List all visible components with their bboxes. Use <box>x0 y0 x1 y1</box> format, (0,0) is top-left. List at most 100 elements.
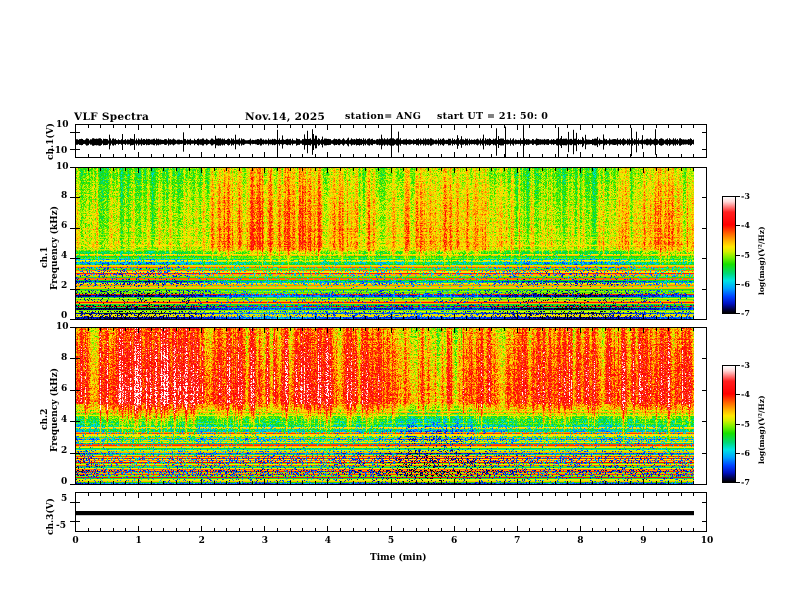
colorbar-tick-label: -7 <box>741 308 750 318</box>
axis-tick-mark <box>70 289 75 290</box>
axis-tick-mark <box>542 481 543 484</box>
axis-tick-mark <box>100 168 101 171</box>
axis-tick-mark <box>592 328 593 331</box>
colorbar-tick-mark <box>736 394 740 396</box>
axis-tick-mark <box>454 125 455 130</box>
axis-tick-mark <box>365 125 366 128</box>
axis-tick-mark <box>226 528 227 531</box>
axis-tick-mark <box>706 314 707 319</box>
axis-tick-mark <box>605 168 606 171</box>
axis-tick-mark <box>529 528 530 531</box>
axis-tick-mark <box>327 125 328 130</box>
axis-tick-mark <box>403 328 404 331</box>
axis-tick-mark <box>239 328 240 331</box>
axis-tick-mark <box>214 168 215 171</box>
axis-tick-mark <box>353 481 354 484</box>
axis-tick-mark <box>340 481 341 484</box>
axis-tick-mark <box>491 316 492 319</box>
axis-tick-mark <box>226 328 227 331</box>
axis-tick-mark <box>327 314 328 319</box>
axis-tick-mark <box>668 528 669 531</box>
axis-tick-mark <box>113 528 114 531</box>
axis-tick-mark <box>100 493 101 496</box>
station-label: station= ANG <box>345 111 422 122</box>
axis-tick-mark <box>378 168 379 171</box>
axis-tick-mark <box>214 125 215 128</box>
colorbar-tick-label: -4 <box>741 389 750 400</box>
axis-tick-mark <box>151 125 152 128</box>
axis-tick-mark <box>466 493 467 496</box>
axis-tick-mark <box>88 154 89 157</box>
axis-tick-mark <box>416 316 417 319</box>
axis-tick-mark <box>75 479 76 484</box>
axis-tick-mark <box>76 453 80 454</box>
axis-tick-mark <box>365 328 366 331</box>
axis-tick-mark <box>479 125 480 128</box>
axis-tick-mark <box>277 168 278 171</box>
axis-tick-mark <box>702 358 706 359</box>
axis-tick-mark <box>630 528 631 531</box>
axis-tick-mark <box>315 125 316 128</box>
axis-tick-mark <box>302 493 303 496</box>
colorbar-ch2 <box>722 365 736 483</box>
axis-tick-mark <box>226 493 227 496</box>
axis-tick-mark <box>618 125 619 128</box>
colorbar-tick-mark <box>736 225 740 227</box>
axis-tick-mark <box>479 493 480 496</box>
axis-tick-mark <box>378 316 379 319</box>
axis-tick-mark <box>290 316 291 319</box>
ch1-voltage-axis-label: ch.1(V) <box>46 123 56 160</box>
axis-tick-mark <box>555 125 556 128</box>
axis-tick-mark <box>239 125 240 128</box>
axis-tick-mark <box>668 316 669 319</box>
axis-tick-mark <box>466 125 467 128</box>
axis-tick-mark <box>75 526 76 531</box>
axis-tick-mark <box>353 528 354 531</box>
axis-tick-mark <box>100 481 101 484</box>
axis-tick-mark <box>75 125 76 130</box>
axis-tick-mark <box>681 125 682 128</box>
axis-tick-mark <box>592 528 593 531</box>
axis-tick-mark <box>517 314 518 319</box>
ch1-ytick-neg10: -10 <box>51 146 68 156</box>
axis-tick-mark <box>466 328 467 331</box>
axis-tick-mark <box>706 152 707 157</box>
axis-tick-mark <box>252 154 253 157</box>
axis-tick-mark <box>702 484 706 485</box>
axis-tick-mark <box>630 493 631 496</box>
axis-tick-mark <box>70 421 75 422</box>
axis-tick-mark <box>441 528 442 531</box>
axis-tick-mark <box>580 526 581 531</box>
x-tick-label: 4 <box>324 536 332 546</box>
axis-tick-mark <box>656 168 657 171</box>
axis-tick-mark <box>151 168 152 171</box>
observation-date: Nov.14, 2025 <box>245 111 326 123</box>
axis-tick-mark <box>681 493 682 496</box>
axis-tick-mark <box>504 316 505 319</box>
axis-tick-mark <box>125 481 126 484</box>
axis-tick-mark <box>580 152 581 157</box>
axis-tick-mark <box>88 168 89 171</box>
axis-tick-mark <box>668 125 669 128</box>
axis-tick-mark <box>656 328 657 331</box>
axis-tick-mark <box>454 152 455 157</box>
axis-tick-mark <box>580 125 581 130</box>
ch2-spec-axis-label-line2: Frequency (kHz) <box>50 367 60 452</box>
axis-tick-mark <box>365 316 366 319</box>
axis-tick-mark <box>239 154 240 157</box>
axis-tick-mark <box>630 481 631 484</box>
axis-tick-mark <box>702 502 706 503</box>
axis-tick-mark <box>702 521 706 522</box>
axis-tick-mark <box>580 328 581 333</box>
axis-tick-mark <box>315 481 316 484</box>
axis-tick-mark <box>76 390 80 391</box>
axis-tick-mark <box>479 154 480 157</box>
axis-tick-mark <box>479 481 480 484</box>
axis-tick-mark <box>163 481 164 484</box>
axis-tick-mark <box>428 125 429 128</box>
ch2-spectrogram-panel <box>75 327 707 485</box>
axis-tick-mark <box>391 479 392 484</box>
axis-tick-mark <box>656 125 657 128</box>
ch2-freq-tick-4: 4 <box>61 415 68 425</box>
axis-tick-mark <box>252 481 253 484</box>
